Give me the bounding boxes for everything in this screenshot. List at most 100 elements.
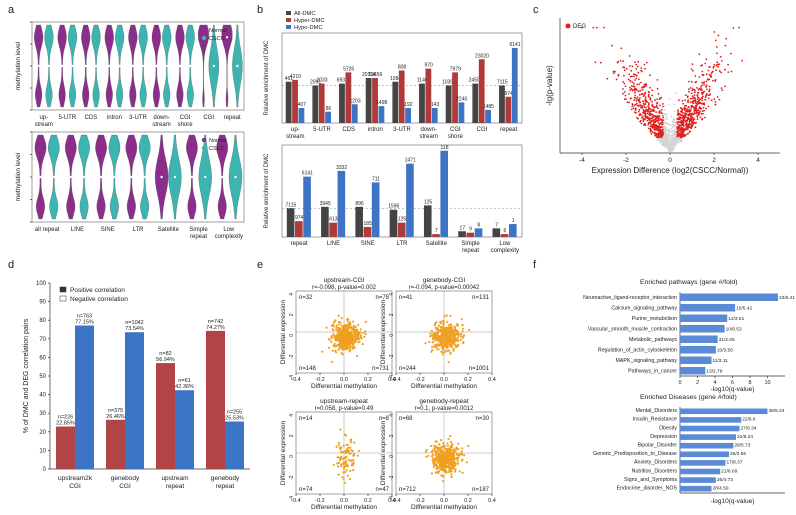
volcano-point-deg [716, 46, 718, 48]
e-subplot-2-point [440, 338, 443, 342]
volcano-point-deg [689, 119, 691, 122]
f-pathways-chart-category-label: Purine_metabolism [632, 316, 678, 322]
volcano-point-deg [648, 103, 650, 106]
volcano-point-deg [695, 80, 698, 83]
volcano-point-deg [644, 110, 647, 113]
volcano-point [680, 139, 683, 142]
volcano-point-deg [633, 96, 636, 99]
b-top-chart-count-label: 192 [404, 102, 413, 108]
volcano-point-deg [638, 83, 641, 85]
e-subplot-2-point [468, 328, 471, 332]
volcano-point [669, 142, 671, 144]
volcano-point-deg [637, 105, 640, 107]
e-subplot-1-point [335, 326, 338, 329]
volcano-point [674, 92, 677, 95]
volcano-point-deg [713, 63, 716, 66]
e-subplot-2-point [435, 321, 438, 324]
e-subplot-2-point [460, 332, 463, 335]
e-subplot-2-point [436, 331, 440, 335]
e-subplot-3-point [348, 452, 351, 455]
b-bottom-chart-bar-hyper-dmc [363, 226, 372, 237]
volcano-point-deg [656, 87, 659, 90]
e-subplot-1-point [343, 329, 346, 332]
e-subplot-4-stats: r=0.1, p-value=0.0012 [415, 406, 474, 412]
e-subplot-2-point [428, 340, 431, 344]
panel-label-b: b [257, 4, 263, 16]
volcano-point-deg [684, 99, 687, 102]
d-ylabel: % of DMC and DEG correlation pairs [23, 318, 30, 433]
e-subplot-4-point [450, 445, 453, 448]
b-top-chart-legend-marker [286, 25, 291, 29]
e-subplot-4-ytick-label: 2 [389, 434, 395, 437]
f-diseases-chart-title: Enriched Diseases (gene #/fold) [640, 394, 737, 401]
violin-bottom-xtick-label: repeat [190, 234, 207, 240]
volcano-point-deg [701, 70, 704, 73]
e-subplot-2-point [439, 322, 442, 325]
f-pathways-chart-title: Enriched pathways (gene #/fold) [640, 279, 737, 286]
e-subplot-1-point [341, 327, 344, 330]
b-top-chart-count-label: 23020 [475, 53, 489, 59]
volcano-point-deg [712, 67, 715, 69]
b-bottom-chart-xtick-label: Satellite [426, 241, 448, 247]
e-subplot-2-point [454, 334, 457, 337]
e-subplot-2-point [442, 321, 445, 324]
violin-top-legend-normal-marker [201, 27, 207, 33]
e-subplot-3-ylabel: Differential expression [280, 421, 287, 486]
volcano-point-deg [695, 105, 698, 108]
volcano-point-deg [690, 92, 693, 95]
e-subplot-1-point [346, 320, 349, 323]
volcano-point-deg [647, 108, 649, 111]
b-bottom-chart-count-label: 974 [295, 215, 304, 221]
e-subplot-3-point [345, 434, 348, 437]
d-xtick-label: upstream [161, 475, 188, 482]
volcano-point-deg [624, 85, 627, 88]
e-subplot-4-point [448, 459, 451, 462]
b-top-chart-xtick-label: CDS [342, 127, 355, 133]
e-subplot-4-point [425, 448, 428, 452]
volcano-point-deg [642, 100, 644, 103]
b-bottom-chart-count-label: 125 [398, 217, 407, 223]
volcano-point-deg [677, 111, 679, 113]
volcano-point-deg [645, 83, 648, 86]
e-subplot-2-point [455, 346, 458, 349]
violin-bottom-xtick-label: LINE [71, 227, 84, 233]
e-subplot-1-point [348, 323, 351, 326]
volcano-xtick-label: -2 [623, 157, 629, 164]
e-subplot-1-count-tr: n=78 [375, 295, 389, 301]
e-subplot-4-point [439, 468, 443, 471]
b-top-chart-bar-hyper-dmc [345, 72, 352, 123]
volcano-point-deg [682, 123, 685, 126]
volcano-point [669, 132, 672, 135]
volcano-point-deg [715, 64, 718, 67]
e-subplot-3-point [347, 458, 350, 461]
violin-top-xtick-label: CGI [180, 115, 191, 121]
volcano-point-deg [634, 61, 636, 64]
e-subplot-4-point [430, 450, 433, 453]
violin-bottom-violin-cscc-median [234, 175, 237, 179]
e-subplot-1-point [354, 336, 357, 339]
e-subplot-2-point [445, 342, 448, 345]
volcano-point-deg [655, 106, 658, 108]
e-subplot-3-point [336, 456, 339, 459]
e-subplot-1-point [330, 324, 334, 327]
volcano-point-deg [698, 112, 700, 115]
b-top-chart-xtick-label: CGI [450, 127, 461, 133]
volcano-point-deg [684, 94, 687, 97]
e-subplot-1-xtick-label: 0.0 [340, 377, 348, 383]
e-subplot-4-point [460, 453, 463, 456]
e-subplot-3-stats: r=0.058, p-value=0.49 [315, 406, 374, 412]
volcano-point-deg [651, 94, 653, 97]
volcano-point [664, 109, 666, 111]
b-top-chart-count-label: 2091 [310, 80, 321, 86]
volcano-point-deg [705, 58, 708, 61]
f-diseases-chart-bar-label: 22/8.24 [737, 434, 753, 440]
volcano-point-deg [682, 133, 684, 136]
f-pathways-chart-bar-label: 10/6.53 [726, 327, 742, 333]
volcano-point [667, 137, 669, 140]
volcano-point-deg [649, 97, 652, 99]
volcano-point-deg [646, 112, 649, 115]
f-diseases-chart-category-label: Genetic_Predisposition_to_Disease [593, 451, 677, 457]
volcano-point-deg [644, 114, 647, 117]
volcano-point-deg [654, 115, 657, 118]
f-pathways-chart-category-label: Neuroactive_ligand-receptor_interaction [583, 295, 677, 301]
